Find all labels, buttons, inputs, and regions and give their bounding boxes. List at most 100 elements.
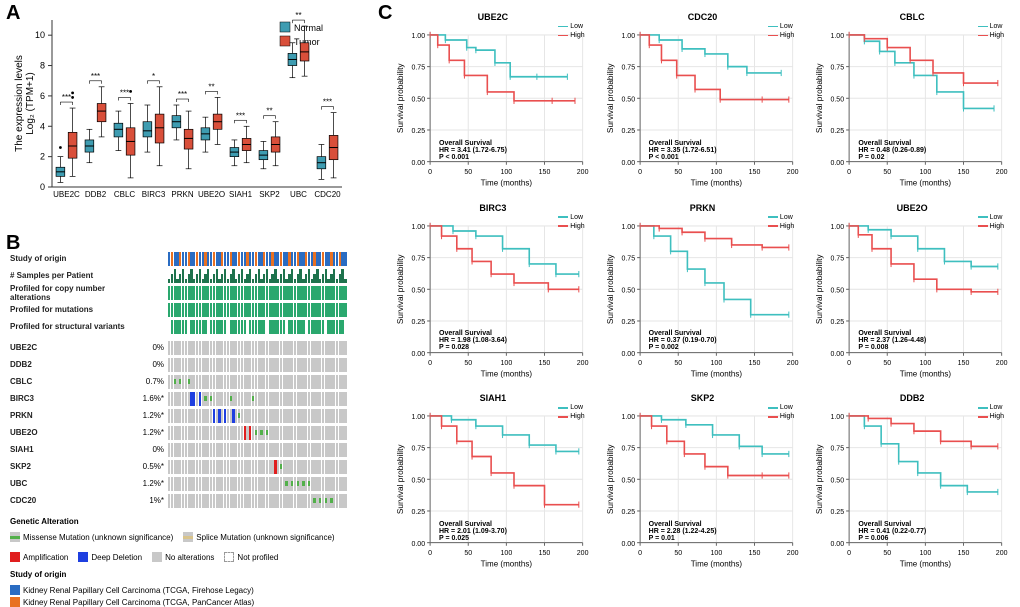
plot-title: SKP2 <box>691 393 715 403</box>
svg-text:PRKN: PRKN <box>171 190 193 199</box>
svg-text:150: 150 <box>958 549 970 557</box>
svg-text:CDC20: CDC20 <box>314 190 341 199</box>
svg-text:50: 50 <box>674 168 682 176</box>
svg-text:150: 150 <box>958 359 970 367</box>
svg-text:Time (months): Time (months) <box>690 369 742 378</box>
plot-stats: Overall SurvivalHR = 2.28 (1.22-4.25)P =… <box>649 521 717 542</box>
svg-text:1.00: 1.00 <box>831 223 845 231</box>
legend-origin: Kidney Renal Papillary Cell Carcinoma (T… <box>10 585 370 607</box>
svg-text:**: ** <box>295 11 301 20</box>
svg-text:Time (months): Time (months) <box>481 560 533 569</box>
svg-text:1.00: 1.00 <box>831 413 845 421</box>
svg-text:0.25: 0.25 <box>831 318 845 326</box>
survival-plot: 0501001502000.000.250.500.751.00Time (mo… <box>395 10 591 189</box>
gene-row: SKP20.5%* <box>10 458 370 475</box>
svg-text:0.50: 0.50 <box>411 286 425 294</box>
svg-text:Survival probability: Survival probability <box>396 444 405 515</box>
profile-row: Study of origin <box>10 250 370 267</box>
survival-plot: 0501001502000.000.250.500.751.00Time (mo… <box>814 391 1010 570</box>
svg-text:0.50: 0.50 <box>831 477 845 485</box>
gene-row: PRKN1.2%* <box>10 407 370 424</box>
svg-text:50: 50 <box>464 549 472 557</box>
gene-row: UBE2C0% <box>10 339 370 356</box>
svg-text:100: 100 <box>710 549 722 557</box>
svg-text:Survival probability: Survival probability <box>606 444 615 515</box>
gene-row: CDC201%* <box>10 492 370 509</box>
svg-text:0.00: 0.00 <box>411 540 425 548</box>
svg-text:Survival probability: Survival probability <box>396 253 405 324</box>
svg-text:0.00: 0.00 <box>831 159 845 167</box>
survival-plot: 0501001502000.000.250.500.751.00Time (mo… <box>395 201 591 380</box>
plot-title: BIRC3 <box>479 203 506 213</box>
svg-text:Survival probability: Survival probability <box>606 63 615 134</box>
svg-text:*: * <box>152 72 155 81</box>
svg-text:8: 8 <box>40 61 45 71</box>
svg-text:1.00: 1.00 <box>411 32 425 40</box>
plot-title: PRKN <box>690 203 716 213</box>
svg-text:Time (months): Time (months) <box>900 560 952 569</box>
svg-text:200: 200 <box>577 168 589 176</box>
svg-text:***: *** <box>91 72 100 81</box>
svg-text:0: 0 <box>428 359 432 367</box>
svg-text:0.50: 0.50 <box>621 286 635 294</box>
svg-text:50: 50 <box>464 168 472 176</box>
svg-text:BIRC3: BIRC3 <box>142 190 166 199</box>
svg-text:0.75: 0.75 <box>831 445 845 453</box>
plot-stats: Overall SurvivalHR = 2.37 (1.26-4.48)P =… <box>858 330 926 351</box>
svg-text:SKP2: SKP2 <box>259 190 280 199</box>
svg-text:200: 200 <box>577 549 589 557</box>
svg-text:Time (months): Time (months) <box>481 369 533 378</box>
svg-text:0: 0 <box>847 168 851 176</box>
svg-text:50: 50 <box>884 168 892 176</box>
svg-text:***: *** <box>62 93 71 102</box>
svg-text:0: 0 <box>638 168 642 176</box>
svg-text:0: 0 <box>428 549 432 557</box>
survival-plot: 0501001502000.000.250.500.751.00Time (mo… <box>605 201 801 380</box>
svg-text:1.00: 1.00 <box>411 413 425 421</box>
svg-text:0: 0 <box>638 549 642 557</box>
svg-text:200: 200 <box>786 549 798 557</box>
svg-text:0: 0 <box>638 359 642 367</box>
svg-text:***: *** <box>178 90 187 99</box>
plot-title: SIAH1 <box>480 393 507 403</box>
plot-stats: Overall SurvivalHR = 3.41 (1.72-6.75)P <… <box>439 140 507 161</box>
profile-row: # Samples per Patient <box>10 267 370 284</box>
svg-text:150: 150 <box>539 359 551 367</box>
svg-text:Normal: Normal <box>294 23 323 33</box>
plot-stats: Overall SurvivalHR = 3.35 (1.72-6.51)P <… <box>649 140 717 161</box>
plot-legend: LowHigh <box>978 403 1004 421</box>
svg-text:***: *** <box>323 98 332 107</box>
svg-text:0.50: 0.50 <box>831 95 845 103</box>
survival-plot: 0501001502000.000.250.500.751.00Time (mo… <box>814 10 1010 189</box>
plot-title: CBLC <box>900 12 925 22</box>
svg-text:200: 200 <box>996 359 1008 367</box>
svg-text:150: 150 <box>539 168 551 176</box>
svg-text:50: 50 <box>884 549 892 557</box>
survival-panel: 0 50 100 150 200 0.00 0.25 0.50 0.75 1.00 Time (mo… <box>395 10 1010 570</box>
gene-row: CBLC0.7% <box>10 373 370 390</box>
svg-text:UBE2C: UBE2C <box>53 190 80 199</box>
svg-text:0.00: 0.00 <box>621 159 635 167</box>
svg-text:0.75: 0.75 <box>831 64 845 72</box>
svg-text:SIAH1: SIAH1 <box>229 190 253 199</box>
legend-genetic: Missense Mutation (unknown significance)… <box>10 532 370 562</box>
svg-text:1.00: 1.00 <box>621 413 635 421</box>
svg-text:0.50: 0.50 <box>411 95 425 103</box>
svg-text:**: ** <box>208 82 214 91</box>
plot-legend: LowHigh <box>768 22 794 40</box>
svg-text:50: 50 <box>464 359 472 367</box>
gene-row: BIRC31.6%* <box>10 390 370 407</box>
survival-plot: 0501001502000.000.250.500.751.00Time (mo… <box>814 201 1010 380</box>
svg-text:150: 150 <box>958 168 970 176</box>
svg-text:Survival probability: Survival probability <box>396 63 405 134</box>
svg-text:0.50: 0.50 <box>621 95 635 103</box>
survival-plot: 0501001502000.000.250.500.751.00Time (mo… <box>605 391 801 570</box>
plot-stats: Overall SurvivalHR = 0.41 (0.22-0.77)P =… <box>858 521 926 542</box>
svg-text:0.75: 0.75 <box>411 445 425 453</box>
svg-text:0.75: 0.75 <box>831 254 845 262</box>
svg-text:Survival probability: Survival probability <box>815 63 824 134</box>
svg-text:6: 6 <box>40 91 45 101</box>
svg-text:200: 200 <box>786 359 798 367</box>
svg-text:1.00: 1.00 <box>411 223 425 231</box>
panel-c-label: C <box>378 2 392 25</box>
